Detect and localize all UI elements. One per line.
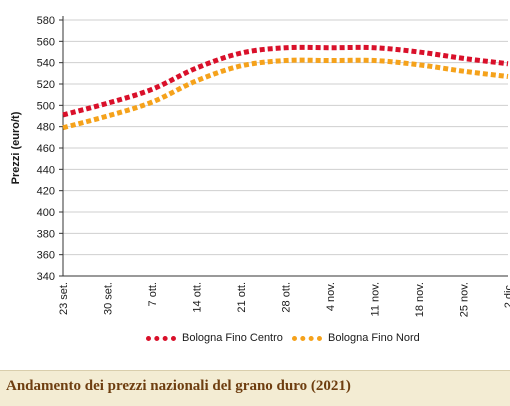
x-tick-label: 11 nov. xyxy=(370,282,382,316)
legend-label-nord: Bologna Fino Nord xyxy=(328,332,420,344)
x-tick-label: 14 ott. xyxy=(192,282,204,313)
y-tick-420: 420 xyxy=(37,186,55,198)
y-tick-440: 440 xyxy=(37,164,55,176)
x-tick-label: 7 ott. xyxy=(147,282,159,306)
x-tick-label: 23 set. xyxy=(58,282,70,315)
x-tick-labels: 23 set. 30 set. 7 ott. 14 ott. 21 ott. 28 ott… xyxy=(58,282,510,317)
x-tick-label: 18 nov. xyxy=(414,282,426,317)
legend-swatch-nord xyxy=(292,335,322,341)
y-tick-460: 460 xyxy=(37,143,55,155)
y-tick-380: 380 xyxy=(37,228,55,240)
legend-label-centro: Bologna Fino Centro xyxy=(182,332,283,344)
x-tick-label: 28 ott. xyxy=(281,282,293,313)
y-tick-580: 580 xyxy=(37,15,55,27)
x-tick-label: 30 set. xyxy=(103,282,115,315)
y-tick-360: 360 xyxy=(37,250,55,262)
axes xyxy=(59,16,508,277)
legend-swatch-centro xyxy=(146,335,176,341)
x-tick-label: 21 ott. xyxy=(236,282,248,313)
y-tick-500: 500 xyxy=(37,100,55,112)
legend: Bologna Fino Centro Bologna Fino Nord xyxy=(0,332,510,352)
y-tick-340: 340 xyxy=(37,271,55,283)
y-tick-520: 520 xyxy=(37,79,55,91)
legend-item-nord: Bologna Fino Nord xyxy=(292,332,420,344)
legend-item-centro: Bologna Fino Centro xyxy=(146,332,283,344)
y-tick-480: 480 xyxy=(37,122,55,134)
grid-lines xyxy=(63,19,508,277)
line-chart: 340360380400420440460480500520540560580 … xyxy=(10,15,510,317)
x-tick-label: 2 dic. xyxy=(503,282,510,308)
y-tick-labels: 340 360 380 400 420 440 460 480 500 520 540 560 580 xyxy=(37,15,55,283)
x-tick-label: 25 nov. xyxy=(459,282,471,317)
caption-bar: Andamento dei prezzi nazionali del grano… xyxy=(0,370,510,406)
y-axis-label: Prezzi (euro/t) xyxy=(10,111,22,184)
series-lines xyxy=(62,44,509,131)
y-tick-540: 540 xyxy=(37,58,55,70)
x-tick-label: 4 nov. xyxy=(325,282,337,311)
chart-title: Andamento dei prezzi nazionali del grano… xyxy=(6,378,351,394)
y-tick-560: 560 xyxy=(37,36,55,48)
series-line-0 xyxy=(62,44,509,118)
series-line-1 xyxy=(62,57,509,131)
y-tick-400: 400 xyxy=(37,207,55,219)
